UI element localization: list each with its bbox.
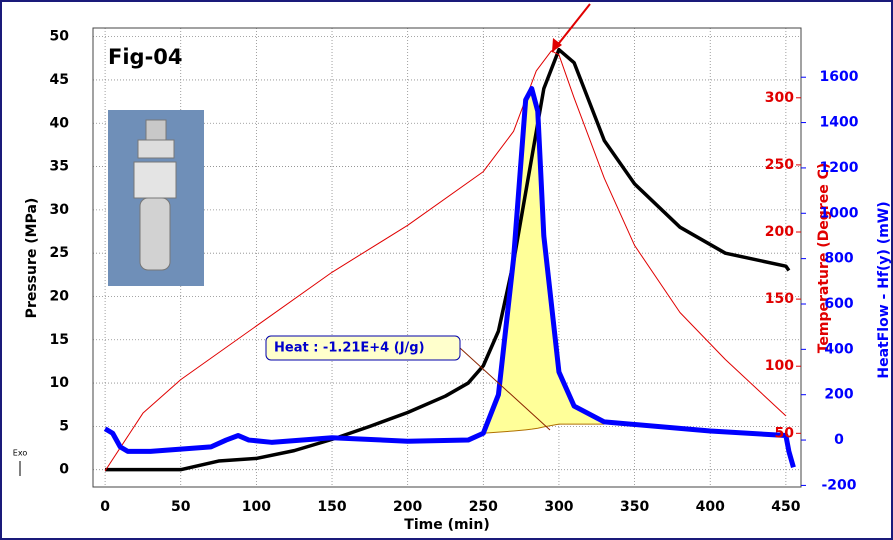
y3-axis-label: HeatFlow - Hf(y) (mW) [876,201,892,378]
y-axis-label: Pressure (MPa) [24,198,40,319]
annotation-box [265,335,461,361]
y-tick-label: 10 [50,375,70,391]
y-tick-label: 25 [50,245,69,261]
y-tick-label: 35 [50,159,69,175]
y-tick-label: 45 [50,72,69,88]
y2-axis-label: Temperature (Degree C) [816,163,832,354]
y2-tick-label: 300 [765,90,794,106]
grid [93,28,801,487]
annotation: Heat : -1.21E+4 (J/g) [274,341,425,356]
y-tick-label: 20 [50,288,70,304]
x-tick-label: 350 [620,499,649,515]
annotation-leader [459,347,551,431]
series-line [103,86,796,468]
fig-label: Fig-04 [108,45,183,69]
plot-frame [92,27,802,488]
y-tick-label: 5 [59,418,69,434]
y-tick-label: 30 [50,202,70,218]
y3-tick-label: 200 [824,387,853,403]
photo [108,110,204,286]
y3-tick-label: -200 [821,477,856,493]
y2-tick-label: 150 [765,291,794,307]
exo-label: Exo [13,449,28,458]
y-tick-label: 50 [50,29,70,45]
y3-tick-label: 1200 [820,160,859,176]
series-line [105,47,791,472]
y2-tick-label: 250 [765,157,794,173]
x-tick-label: 150 [317,499,346,515]
integration-baseline [483,423,605,434]
x-tick-label: 250 [469,499,498,515]
photo-part [139,197,171,271]
plot [103,47,796,472]
photo-part [145,119,167,141]
y3-tick-label: 1000 [820,205,859,221]
integration-area [483,88,605,434]
x-tick-label: 450 [771,499,800,515]
x-tick-label: 50 [171,499,191,515]
y3-tick-label: 400 [824,341,853,357]
x-tick-label: 200 [393,499,422,515]
x-tick-label: 300 [544,499,573,515]
y2-tick-label: 100 [765,358,794,374]
x-tick-label: 0 [100,499,110,515]
series-line [104,50,787,472]
y3-tick-label: 600 [824,296,853,312]
photo-part [133,161,177,199]
y3-tick-label: 1600 [820,69,859,85]
y3-tick-label: 0 [834,432,844,448]
y3-tick-label: 800 [824,251,853,267]
y-tick-label: 40 [50,115,70,131]
y3-tick-label: 1400 [820,115,859,131]
y2-tick-label: 50 [775,425,795,441]
photo-part [137,139,175,159]
y2-tick-label: 200 [765,224,794,240]
y-tick-label: 0 [59,462,69,478]
x-axis-label: Time (min) [404,517,489,533]
x-tick-label: 400 [696,499,725,515]
y-tick-label: 15 [50,332,69,348]
x-tick-label: 100 [242,499,271,515]
arrow-head [552,38,562,52]
